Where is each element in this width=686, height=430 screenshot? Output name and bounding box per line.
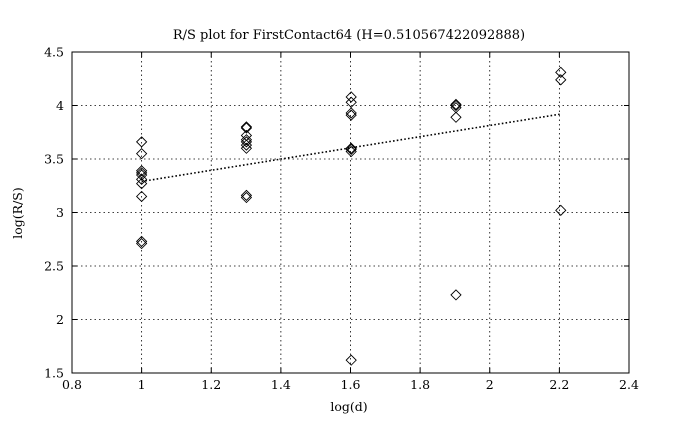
y-tick-label: 4 bbox=[56, 98, 64, 113]
plot-frame bbox=[71, 51, 630, 374]
x-tick-label: 2.4 bbox=[619, 377, 639, 392]
data-point bbox=[450, 289, 462, 301]
data-point bbox=[345, 96, 357, 108]
x-tick-label: 2 bbox=[486, 377, 494, 392]
data-point bbox=[135, 173, 148, 185]
x-tick-label: 1.2 bbox=[201, 377, 221, 392]
data-point bbox=[555, 74, 567, 86]
data-point bbox=[135, 165, 148, 177]
data-points bbox=[135, 66, 567, 366]
data-point bbox=[135, 169, 148, 181]
data-point bbox=[240, 139, 253, 151]
data-point bbox=[450, 98, 462, 111]
data-point bbox=[240, 136, 253, 148]
data-point bbox=[240, 189, 253, 202]
data-point bbox=[240, 122, 253, 134]
data-point bbox=[345, 143, 357, 156]
y-tick-label: 2.5 bbox=[44, 259, 64, 274]
data-point bbox=[450, 111, 462, 123]
axis-ticks bbox=[71, 51, 630, 374]
tick-labels: 0.8 1 1.2 1.4 1.6 1.8 2 2.2 2.4 1.5 2 2.5 3 3.5 4 4.5 bbox=[44, 45, 639, 393]
data-point bbox=[450, 99, 462, 112]
y-tick-label: 3 bbox=[56, 205, 64, 220]
data-point bbox=[135, 167, 148, 179]
data-point bbox=[135, 190, 148, 203]
y-tick-label: 4.5 bbox=[44, 45, 64, 60]
y-tick-label: 3.5 bbox=[44, 152, 64, 167]
x-tick-label: 1.6 bbox=[341, 377, 361, 392]
x-tick-label: 0.8 bbox=[62, 377, 82, 392]
x-tick-label: 1 bbox=[138, 377, 146, 392]
grid-lines bbox=[72, 52, 629, 373]
data-point bbox=[240, 142, 253, 154]
data-point bbox=[240, 191, 253, 204]
data-point bbox=[135, 136, 148, 148]
data-point bbox=[240, 121, 253, 133]
x-tick-label: 1.8 bbox=[410, 377, 430, 392]
data-point bbox=[345, 109, 357, 121]
data-point bbox=[345, 145, 357, 158]
data-point bbox=[345, 354, 357, 366]
x-tick-label: 1.4 bbox=[271, 377, 291, 392]
data-point bbox=[555, 66, 567, 78]
y-tick-label: 1.5 bbox=[44, 366, 64, 381]
data-point bbox=[135, 235, 148, 248]
data-point bbox=[345, 142, 357, 154]
data-point bbox=[135, 148, 148, 160]
chart-title: R/S plot for FirstContact64 (H=0.5105674… bbox=[173, 28, 525, 43]
data-point bbox=[345, 107, 357, 119]
data-point bbox=[555, 204, 567, 216]
data-point bbox=[135, 237, 148, 250]
data-point bbox=[345, 91, 357, 103]
fit-line bbox=[141, 113, 561, 183]
x-axis-label: log(d) bbox=[330, 399, 367, 414]
data-point bbox=[240, 134, 253, 146]
y-tick-label: 2 bbox=[56, 312, 64, 327]
x-tick-label: 2.2 bbox=[549, 377, 569, 392]
data-point bbox=[135, 177, 148, 190]
y-axis-label: log(R/S) bbox=[10, 187, 25, 238]
